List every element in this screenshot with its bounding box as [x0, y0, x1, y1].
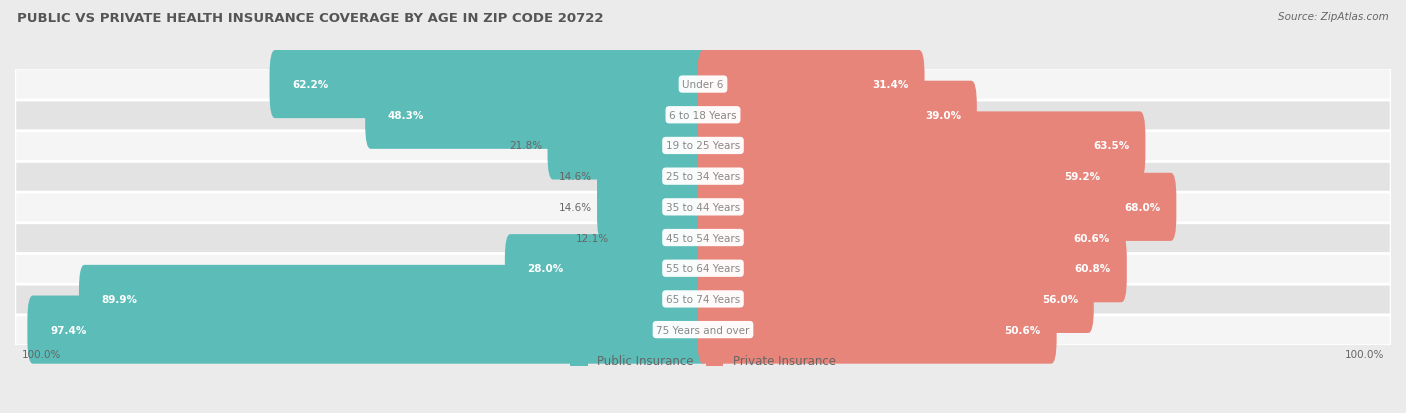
Text: 50.6%: 50.6%	[1004, 325, 1040, 335]
Text: 12.1%: 12.1%	[576, 233, 609, 243]
FancyBboxPatch shape	[15, 100, 1391, 131]
FancyBboxPatch shape	[15, 283, 1391, 315]
Text: 100.0%: 100.0%	[1344, 349, 1384, 359]
FancyBboxPatch shape	[697, 51, 925, 119]
Text: 35 to 44 Years: 35 to 44 Years	[666, 202, 740, 212]
Text: 62.2%: 62.2%	[292, 80, 329, 90]
Text: 59.2%: 59.2%	[1064, 172, 1099, 182]
Text: 56.0%: 56.0%	[1042, 294, 1078, 304]
Text: 45 to 54 Years: 45 to 54 Years	[666, 233, 740, 243]
Text: 60.8%: 60.8%	[1074, 263, 1111, 273]
FancyBboxPatch shape	[697, 173, 1177, 241]
Text: 100.0%: 100.0%	[22, 349, 62, 359]
Legend: Public Insurance, Private Insurance: Public Insurance, Private Insurance	[565, 350, 841, 372]
Text: 39.0%: 39.0%	[925, 111, 960, 121]
Text: 97.4%: 97.4%	[51, 325, 86, 335]
Text: 21.8%: 21.8%	[509, 141, 543, 151]
FancyBboxPatch shape	[598, 173, 709, 241]
Text: 6 to 18 Years: 6 to 18 Years	[669, 111, 737, 121]
FancyBboxPatch shape	[505, 235, 709, 303]
Text: 89.9%: 89.9%	[101, 294, 138, 304]
Text: 19 to 25 Years: 19 to 25 Years	[666, 141, 740, 151]
FancyBboxPatch shape	[366, 81, 709, 150]
FancyBboxPatch shape	[697, 112, 1146, 180]
FancyBboxPatch shape	[15, 253, 1391, 285]
FancyBboxPatch shape	[697, 143, 1116, 211]
Text: 60.6%: 60.6%	[1073, 233, 1109, 243]
FancyBboxPatch shape	[697, 296, 1057, 364]
Text: 14.6%: 14.6%	[560, 172, 592, 182]
FancyBboxPatch shape	[614, 204, 709, 272]
FancyBboxPatch shape	[697, 81, 977, 150]
FancyBboxPatch shape	[27, 296, 709, 364]
Text: PUBLIC VS PRIVATE HEALTH INSURANCE COVERAGE BY AGE IN ZIP CODE 20722: PUBLIC VS PRIVATE HEALTH INSURANCE COVER…	[17, 12, 603, 25]
FancyBboxPatch shape	[547, 112, 709, 180]
Text: Under 6: Under 6	[682, 80, 724, 90]
Text: 55 to 64 Years: 55 to 64 Years	[666, 263, 740, 273]
FancyBboxPatch shape	[270, 51, 709, 119]
Text: 31.4%: 31.4%	[872, 80, 908, 90]
Text: 65 to 74 Years: 65 to 74 Years	[666, 294, 740, 304]
FancyBboxPatch shape	[15, 191, 1391, 223]
FancyBboxPatch shape	[697, 265, 1094, 333]
Text: 75 Years and over: 75 Years and over	[657, 325, 749, 335]
Text: 63.5%: 63.5%	[1094, 141, 1129, 151]
FancyBboxPatch shape	[697, 235, 1126, 303]
Text: 48.3%: 48.3%	[388, 111, 425, 121]
Text: 68.0%: 68.0%	[1125, 202, 1160, 212]
Text: 25 to 34 Years: 25 to 34 Years	[666, 172, 740, 182]
FancyBboxPatch shape	[79, 265, 709, 333]
FancyBboxPatch shape	[15, 161, 1391, 192]
Text: Source: ZipAtlas.com: Source: ZipAtlas.com	[1278, 12, 1389, 22]
FancyBboxPatch shape	[697, 204, 1125, 272]
FancyBboxPatch shape	[15, 222, 1391, 254]
Text: 14.6%: 14.6%	[560, 202, 592, 212]
FancyBboxPatch shape	[598, 143, 709, 211]
FancyBboxPatch shape	[15, 69, 1391, 101]
FancyBboxPatch shape	[15, 314, 1391, 346]
Text: 28.0%: 28.0%	[527, 263, 564, 273]
FancyBboxPatch shape	[15, 130, 1391, 162]
